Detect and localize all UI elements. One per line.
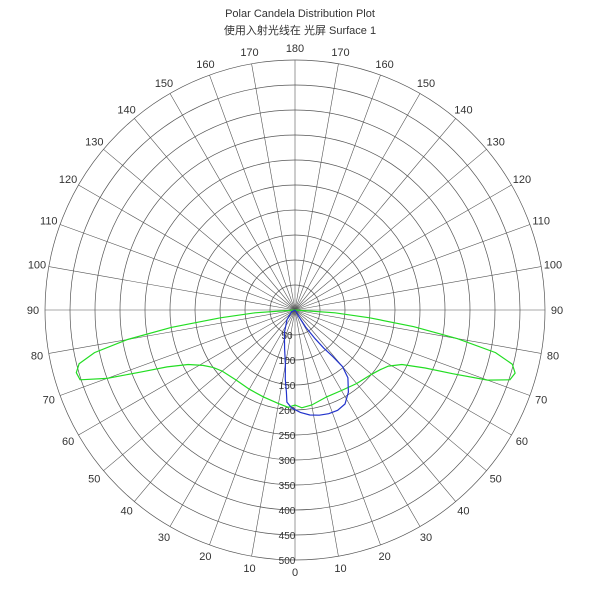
grid-spoke xyxy=(294,309,531,396)
grid-spoke xyxy=(294,74,381,311)
angle-tick-label: 50 xyxy=(88,473,100,485)
grid-spoke xyxy=(209,309,296,546)
angle-tick-label: 20 xyxy=(378,551,390,563)
grid-spoke xyxy=(294,309,421,527)
angle-tick-label: 50 xyxy=(490,473,502,485)
series-line-2 xyxy=(283,309,350,416)
radial-tick-label: 300 xyxy=(279,456,296,467)
grid-spoke xyxy=(59,309,296,396)
grid-spoke xyxy=(294,93,421,311)
radial-tick-label: 100 xyxy=(279,356,296,367)
grid-spoke xyxy=(169,309,296,527)
grid-spoke xyxy=(294,309,487,471)
angle-tick-label: 90 xyxy=(27,305,39,317)
angle-tick-label: 110 xyxy=(40,215,58,227)
chart-title: Polar Candela Distribution Plot xyxy=(225,8,375,20)
grid-spoke xyxy=(294,63,339,311)
grid-spoke xyxy=(59,224,296,311)
grid-spoke xyxy=(251,309,296,557)
angle-tick-label: 140 xyxy=(454,104,472,116)
angle-tick-label: 60 xyxy=(516,436,528,448)
angle-tick-label: 120 xyxy=(513,174,531,186)
angle-tick-label: 80 xyxy=(31,351,43,363)
angle-tick-label: 150 xyxy=(417,78,435,90)
angle-tick-label: 110 xyxy=(532,215,550,227)
angle-tick-label: 30 xyxy=(420,532,432,544)
grid-spoke xyxy=(294,309,542,354)
angle-tick-label: 10 xyxy=(334,563,346,575)
grid-spoke xyxy=(294,224,531,311)
angle-tick-label: 170 xyxy=(240,47,258,59)
angle-tick-label: 130 xyxy=(85,137,103,149)
grid-spoke xyxy=(209,74,296,311)
radial-tick-label: 500 xyxy=(279,556,296,567)
radial-tick-label: 400 xyxy=(279,506,296,517)
angle-tick-label: 160 xyxy=(196,59,214,71)
grid-spoke xyxy=(103,309,296,471)
angle-tick-label: 100 xyxy=(28,260,46,272)
angle-tick-label: 100 xyxy=(544,260,562,272)
grid-spoke xyxy=(78,309,296,436)
grid-spoke xyxy=(134,309,296,502)
angle-tick-label: 70 xyxy=(43,395,55,407)
grid-spoke xyxy=(294,149,487,311)
angle-tick-label: 0 xyxy=(292,567,298,579)
angle-tick-label: 90 xyxy=(551,305,563,317)
grid-spoke xyxy=(294,118,456,311)
radial-tick-label: 350 xyxy=(279,481,296,492)
radial-tick-label: 50 xyxy=(281,331,293,342)
grid-spoke xyxy=(294,309,456,502)
grid-spoke xyxy=(134,118,296,311)
grid-spoke xyxy=(48,309,296,354)
grid-spoke xyxy=(251,63,296,311)
grid-spoke xyxy=(294,309,381,546)
series-line-1 xyxy=(75,309,516,409)
grid-spoke xyxy=(48,266,296,311)
angle-tick-label: 60 xyxy=(62,436,74,448)
grid-spoke xyxy=(294,309,512,436)
angle-tick-label: 40 xyxy=(457,506,469,518)
angle-tick-label: 170 xyxy=(331,47,349,59)
angle-tick-label: 10 xyxy=(243,563,255,575)
chart-subtitle: 使用入射光线在 光屏 Surface 1 xyxy=(223,25,377,37)
angle-tick-label: 160 xyxy=(375,59,393,71)
angle-tick-label: 30 xyxy=(158,532,170,544)
radial-tick-label: 200 xyxy=(279,406,296,417)
angle-tick-label: 180 xyxy=(286,43,304,55)
grid-spoke xyxy=(78,184,296,311)
grid-spoke xyxy=(294,266,542,311)
radial-tick-label: 150 xyxy=(279,381,296,392)
radial-tick-label: 450 xyxy=(279,531,296,542)
grid-spoke xyxy=(169,93,296,311)
grid-spoke xyxy=(103,149,296,311)
angle-tick-label: 130 xyxy=(487,137,505,149)
angle-tick-label: 80 xyxy=(547,351,559,363)
grid-spoke xyxy=(294,184,512,311)
angle-tick-label: 150 xyxy=(155,78,173,90)
angle-tick-label: 120 xyxy=(59,174,77,186)
angle-tick-label: 70 xyxy=(535,395,547,407)
angle-tick-label: 40 xyxy=(120,506,132,518)
radial-tick-label: 250 xyxy=(279,431,296,442)
grid-spoke xyxy=(294,309,339,557)
angle-tick-label: 140 xyxy=(117,104,135,116)
angle-tick-label: 20 xyxy=(199,551,211,563)
